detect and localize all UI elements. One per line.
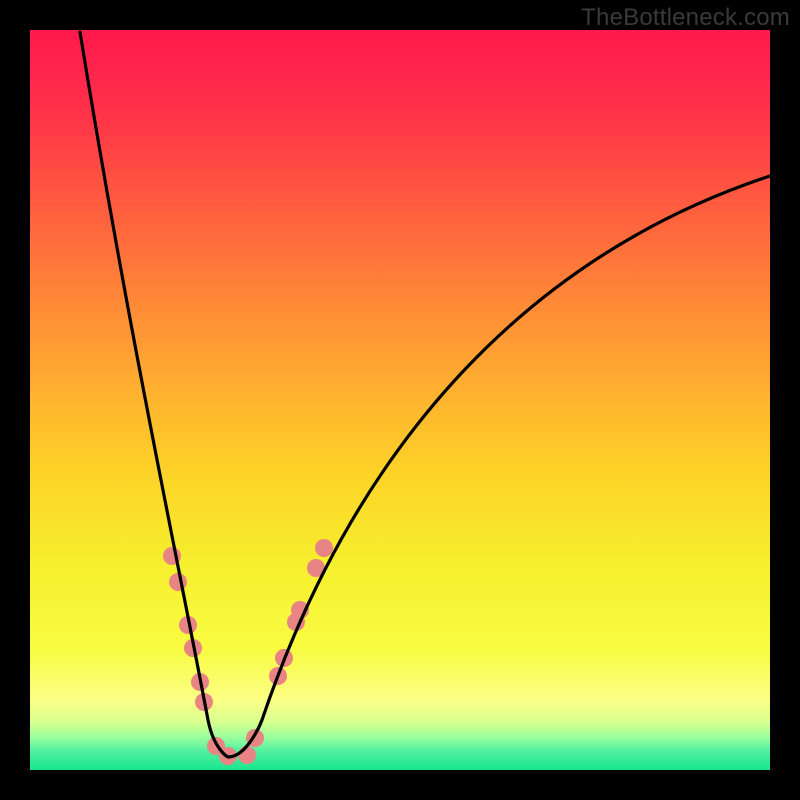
data-point-marker [169, 573, 187, 591]
chart-plot-area [30, 30, 770, 770]
watermark-text: TheBottleneck.com [581, 4, 790, 32]
data-point-marker [315, 539, 333, 557]
data-point-marker [238, 746, 256, 764]
bottleneck-curve-chart [0, 0, 800, 800]
chart-container: { "watermark_text": "TheBottleneck.com",… [0, 0, 800, 800]
